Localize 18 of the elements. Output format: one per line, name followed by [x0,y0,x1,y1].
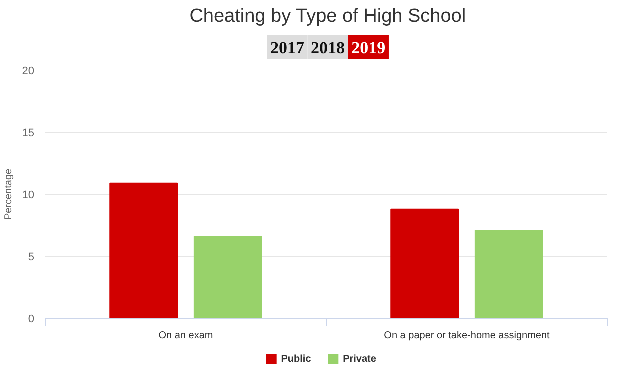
text: 2019 [352,38,386,58]
y-tick-label: 5 [28,252,35,264]
text: 2018 [311,38,346,58]
y-tick-label: 20 [22,66,35,78]
y-tick-label: 10 [22,190,35,202]
x-tick-label: On an exam [158,330,214,342]
x-tick-label: On a paper or take-home assignment [384,330,550,342]
legend-label: Public [281,354,312,365]
bar [194,236,262,318]
y-tick-label: 15 [22,128,35,140]
y-tick-label: 0 [28,314,35,326]
y-axis-title: Percentage [3,168,14,220]
legend-label: Private [343,354,377,365]
bar [474,230,544,318]
text: 2017 [270,38,305,58]
bar [110,182,178,318]
chart-title: Cheating by Type of High School [190,6,466,27]
bar [390,208,460,318]
